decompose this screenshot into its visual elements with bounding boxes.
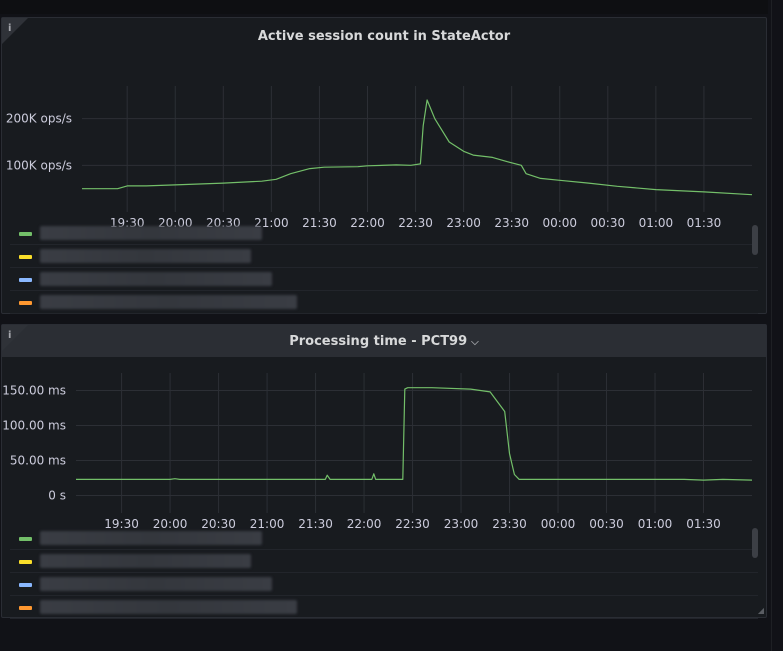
panel-title-menu[interactable]: Processing time - PCT99 ⌵ xyxy=(2,334,766,349)
legend-label-redacted xyxy=(40,531,262,545)
legend-swatch xyxy=(19,255,32,259)
legend-label-redacted xyxy=(40,226,262,240)
y-tick-label: 100.00 ms xyxy=(2,419,66,433)
x-tick-label: 22:00 xyxy=(350,216,385,230)
legend xyxy=(10,222,758,314)
legend-label-redacted xyxy=(40,295,297,309)
legend-swatch xyxy=(19,583,32,587)
panel-title: Processing time - PCT99 xyxy=(289,334,468,349)
x-tick-label: 22:30 xyxy=(398,216,433,230)
x-tick-label: 19:30 xyxy=(104,517,139,531)
legend-item[interactable] xyxy=(10,222,758,245)
x-tick-label: 00:00 xyxy=(542,216,577,230)
x-tick-label: 01:00 xyxy=(639,216,674,230)
legend-swatch xyxy=(19,537,32,541)
legend-item[interactable] xyxy=(10,527,758,550)
legend-swatch xyxy=(19,301,32,305)
legend-label-redacted xyxy=(40,577,272,591)
x-tick-label: 01:00 xyxy=(638,517,673,531)
x-tick-label: 01:30 xyxy=(686,517,721,531)
legend-item[interactable] xyxy=(10,245,758,268)
legend-swatch xyxy=(19,232,32,236)
panel-processing-time-pct99: i Processing time - PCT99 ⌵ 19:30 20:00 20:… xyxy=(1,324,767,619)
x-tick-label: 22:30 xyxy=(395,517,430,531)
panel-title[interactable]: Active session count in StateActor xyxy=(257,29,511,44)
y-tick-label: 0 s xyxy=(48,489,66,503)
x-tick-label: 20:30 xyxy=(201,517,236,531)
x-tick-label: 21:00 xyxy=(254,216,289,230)
x-tick-label: 20:00 xyxy=(153,517,188,531)
y-tick-label: 150.00 ms xyxy=(2,384,66,398)
legend-item[interactable] xyxy=(10,268,758,291)
dashboard-top-bar xyxy=(0,0,783,14)
legend-swatch xyxy=(19,278,32,282)
x-tick-label: 23:00 xyxy=(444,517,479,531)
legend-item[interactable] xyxy=(10,596,758,619)
series-line xyxy=(82,99,753,196)
chevron-down-icon[interactable]: ⌵ xyxy=(471,337,479,348)
x-tick-label: 00:30 xyxy=(591,216,626,230)
resize-handle-icon[interactable]: ◢ xyxy=(757,606,764,615)
x-tick-label: 01:30 xyxy=(687,216,722,230)
legend-label-redacted xyxy=(40,600,297,614)
y-tick-label: 100K ops/s xyxy=(6,158,72,172)
chart-processing-time: 19:30 20:00 20:30 21:00 21:30 22:00 22:30 23:00… xyxy=(2,373,753,531)
panel-header[interactable]: i Active session count in StateActor xyxy=(2,18,766,54)
x-tick-label: 23:00 xyxy=(446,216,481,230)
legend-label-redacted xyxy=(40,249,251,263)
legend-swatch xyxy=(19,560,32,564)
legend xyxy=(10,527,758,619)
series-line xyxy=(76,387,753,481)
y-tick-label: 50.00 ms xyxy=(10,454,66,468)
x-tick-label: 23:30 xyxy=(492,517,527,531)
legend-item[interactable] xyxy=(10,291,758,314)
panel-header[interactable]: i Processing time - PCT99 ⌵ xyxy=(2,325,766,357)
legend-label-redacted xyxy=(40,554,251,568)
x-tick-label: 22:00 xyxy=(347,517,382,531)
x-tick-label: 21:00 xyxy=(250,517,285,531)
x-tick-label: 00:00 xyxy=(541,517,576,531)
x-tick-label: 23:30 xyxy=(494,216,529,230)
info-icon[interactable]: i xyxy=(8,330,12,341)
x-tick-label: 21:30 xyxy=(298,517,333,531)
legend-item[interactable] xyxy=(10,550,758,573)
info-corner xyxy=(2,18,28,44)
x-tick-label: 00:30 xyxy=(589,517,624,531)
legend-scrollbar[interactable] xyxy=(752,225,758,255)
info-corner xyxy=(2,325,28,351)
page-scrollbar-track[interactable] xyxy=(768,0,783,651)
info-icon[interactable]: i xyxy=(8,23,12,34)
y-tick-label: 200K ops/s xyxy=(6,112,72,126)
x-tick-label: 21:30 xyxy=(302,216,337,230)
legend-scrollbar[interactable] xyxy=(752,528,758,558)
panel-active-session-count: i Active session count in StateActor 19:… xyxy=(1,17,767,314)
legend-item[interactable] xyxy=(10,573,758,596)
legend-swatch xyxy=(19,606,32,610)
legend-label-redacted xyxy=(40,272,272,286)
